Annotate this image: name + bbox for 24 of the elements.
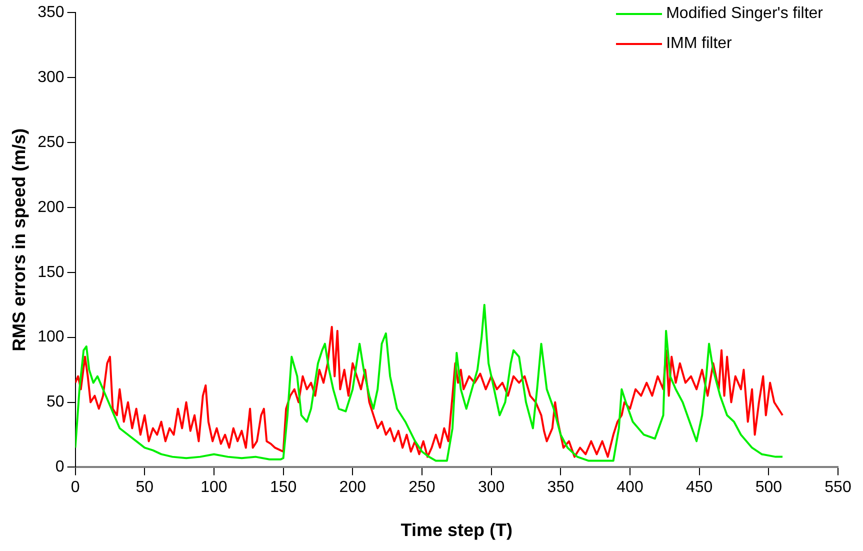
x-tick-label: 200 <box>339 479 366 496</box>
y-axis-title: RMS errors in speed (m/s) <box>8 128 29 352</box>
x-tick-label: 400 <box>616 479 644 496</box>
x-axis-title: Time step (T) <box>400 520 512 540</box>
x-tick-label: 100 <box>200 479 228 496</box>
x-tick-label: 450 <box>686 479 713 496</box>
legend-label: Modified Singer's filter <box>666 4 823 23</box>
y-tick-label: 150 <box>38 264 64 281</box>
x-tick-label: 350 <box>547 479 574 496</box>
y-tick-label: 300 <box>38 68 64 86</box>
y-tick-label: 100 <box>38 328 64 346</box>
x-tick-label: 500 <box>755 479 782 496</box>
x-tick-label: 50 <box>136 479 154 496</box>
y-tick-label: 0 <box>55 458 64 476</box>
y-tick-label: 250 <box>38 134 64 151</box>
x-tick-label: 550 <box>824 479 852 496</box>
x-tick-label: 300 <box>478 479 505 496</box>
x-tick-label: 150 <box>270 479 297 496</box>
y-tick-label: 200 <box>38 198 64 216</box>
x-tick-label: 0 <box>70 479 80 496</box>
x-tick-label: 250 <box>408 479 436 496</box>
legend-label: IMM filter <box>666 34 732 53</box>
y-tick-label: 350 <box>38 4 64 22</box>
y-tick-label: 50 <box>46 394 64 411</box>
